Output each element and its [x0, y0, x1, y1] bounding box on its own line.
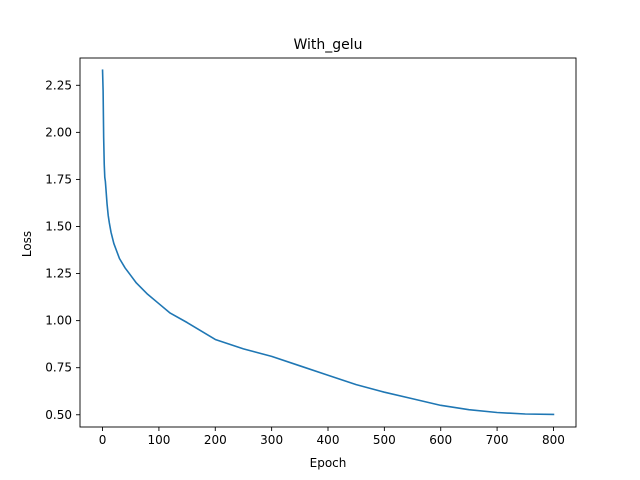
- x-tick-label: 400: [317, 433, 340, 447]
- chart-title: With_gelu: [293, 37, 362, 53]
- x-tick-label: 100: [147, 433, 170, 447]
- y-tick-label: 1.50: [45, 219, 72, 233]
- x-tick-label: 800: [542, 433, 565, 447]
- x-tick-label: 0: [99, 433, 107, 447]
- y-tick-label: 2.25: [45, 78, 72, 92]
- x-axis-label: Epoch: [310, 456, 347, 470]
- y-axis-label: Loss: [20, 231, 34, 257]
- y-tick-label: 0.50: [45, 408, 72, 422]
- y-tick-label: 2.00: [45, 125, 72, 139]
- y-tick-label: 1.75: [45, 172, 72, 186]
- series-line-0: [101, 69, 555, 416]
- y-tick-label: 1.00: [45, 314, 72, 328]
- x-tick-label: 500: [373, 433, 396, 447]
- y-tick-label: 1.25: [45, 267, 72, 281]
- y-tick-label: 0.75: [45, 361, 72, 375]
- x-tick-label: 600: [429, 433, 452, 447]
- x-tick-label: 300: [260, 433, 283, 447]
- plot-area: 0 100 200 300 400 500 600 700 800 0.50 0.75 1.00 1.2…: [45, 57, 577, 447]
- x-tick-label: 700: [486, 433, 509, 447]
- x-tick-label: 200: [204, 433, 227, 447]
